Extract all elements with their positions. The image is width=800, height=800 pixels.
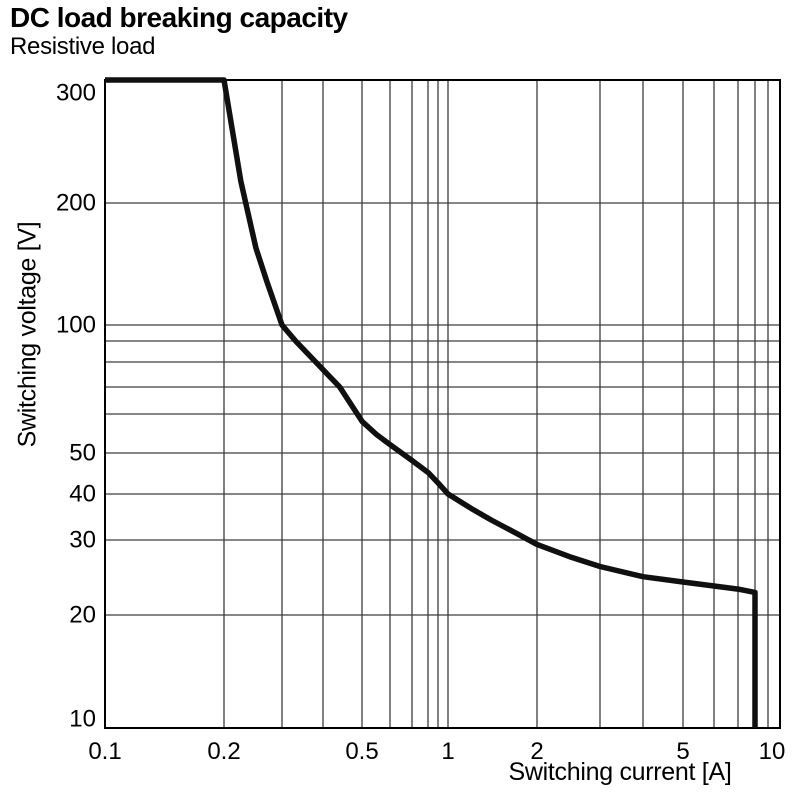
x-tick-label: 1 (441, 738, 454, 765)
x-tick-label: 0.2 (207, 738, 240, 765)
x-tick-label: 0.5 (345, 738, 378, 765)
x-tick-label: 2 (530, 738, 543, 765)
chart-title: DC load breaking capacity (10, 2, 348, 33)
curve-line (105, 77, 758, 728)
x-tick-label: 0.1 (88, 738, 121, 765)
y-tick-label: 50 (69, 440, 96, 467)
y-tick-label: 30 (69, 527, 96, 554)
y-axis-title: Switching voltage [V] (13, 221, 42, 448)
y-tick-label: 200 (56, 190, 96, 217)
plot-frame (104, 79, 781, 729)
x-tick-label: 5 (676, 738, 689, 765)
y-tick-label: 100 (56, 312, 96, 339)
y-tick-label: 20 (69, 602, 96, 629)
y-tick-label: 300 (56, 80, 96, 107)
x-tick-label: 10 (759, 738, 786, 765)
x-axis-title: Switching current [A] (508, 758, 732, 786)
chart-subtitle: Resistive load (10, 33, 156, 60)
y-tick-label: 10 (69, 706, 96, 733)
y-tick-label: 40 (69, 481, 96, 508)
